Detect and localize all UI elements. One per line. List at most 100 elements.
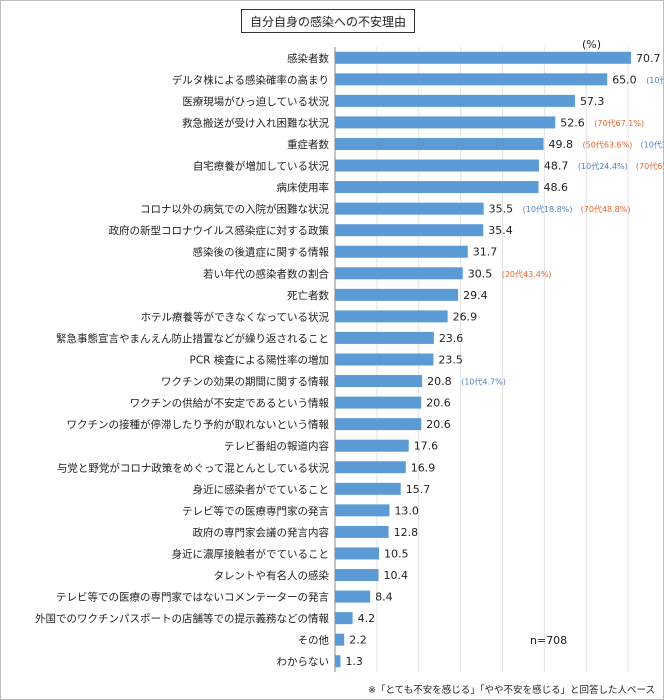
annotation-label: (10代4.7%) (461, 377, 506, 387)
value-label: 10.5 (384, 547, 409, 560)
value-label: 48.7 (544, 160, 569, 173)
value-label: 49.8 (549, 138, 574, 151)
value-label: 29.4 (463, 289, 488, 302)
bar (335, 590, 371, 603)
value-label: 35.4 (488, 224, 513, 237)
bar (335, 245, 468, 258)
category-label: ホテル療養等ができなくなっている状況 (141, 310, 330, 323)
category-label: 医療現場がひっ迫している状況 (182, 95, 329, 108)
bar (335, 116, 556, 129)
bar (335, 461, 406, 474)
bar (335, 224, 484, 237)
category-label: わからない (277, 656, 330, 668)
category-label: 与党と野党がコロナ政策をめぐって混とんとしている状況 (57, 461, 330, 474)
annotation-label: (20代43.4%) (502, 269, 552, 279)
bar (335, 633, 345, 646)
annotation-label: (10代18.8%) (523, 204, 573, 214)
bar (335, 331, 434, 344)
bar (335, 375, 423, 388)
value-label: 1.3 (345, 655, 363, 668)
value-label: 70.7 (636, 52, 661, 65)
bar (335, 181, 539, 194)
unit-label: (%) (582, 38, 602, 51)
value-label: 15.7 (406, 483, 431, 496)
category-label: 自宅療養が増加している状況 (193, 160, 330, 173)
bar (335, 94, 575, 107)
category-label: テレビ等での医療専門家の発言 (182, 504, 329, 517)
value-label: 30.5 (468, 267, 493, 280)
bar (335, 267, 463, 280)
annotation-label: (10代24.4%) (578, 161, 628, 171)
category-label: ワクチンの効果の期間に関する情報 (161, 375, 329, 388)
bar (335, 504, 390, 517)
value-label: 2.2 (349, 634, 367, 647)
bar (335, 202, 484, 215)
chart-title: 自分自身の感染への不安理由 (241, 9, 415, 33)
annotation-label: (70代67.1%) (594, 118, 644, 128)
category-label: 政府の専門家会議の発言内容 (193, 526, 330, 539)
bar (335, 159, 539, 172)
bar (335, 288, 459, 301)
category-label: デルタ株による感染確率の高まり (172, 73, 329, 86)
category-label: 政府の新型コロナウイルス感染症に対する政策 (109, 224, 330, 237)
category-label: 感染後の後遺症に関する情報 (193, 246, 330, 259)
annotation-label: (10代42.4%) (646, 75, 664, 85)
category-label: ワクチンの接種が停滞したり予約が取れないという情報 (67, 418, 330, 431)
value-label: 57.3 (580, 95, 605, 108)
value-label: 20.6 (426, 418, 451, 431)
bar (335, 569, 379, 582)
category-label: コロナ以外の病気での入院が困難な状況 (140, 203, 329, 216)
value-label: 52.6 (560, 116, 585, 129)
bar (335, 418, 422, 431)
category-label: テレビ番組の報道内容 (224, 440, 329, 453)
bar (335, 353, 434, 366)
footnote: ※「とても不安を感じる」「やや不安を感じる」と回答した人ベース (368, 685, 655, 696)
value-label: 10.4 (384, 569, 409, 582)
value-label: 17.6 (414, 440, 439, 453)
value-label: 48.6 (544, 181, 569, 194)
category-label: 死亡者数 (287, 289, 329, 302)
value-label: 4.2 (358, 612, 376, 625)
bar (335, 310, 448, 323)
category-label: 外国でのワクチンパスポートの店舗等での提示義務などの情報 (35, 612, 329, 625)
category-label: 緊急事態宣言やまんえん防止措置などが繰り返されること (56, 332, 329, 345)
value-label: 20.8 (427, 375, 452, 388)
bar (335, 612, 353, 625)
value-label: 31.7 (473, 246, 498, 259)
sample-size-label: n=708 (530, 634, 568, 647)
category-label: PCR 検査による陽性率の増加 (190, 354, 329, 367)
annotation-label: (70代61.6%) (636, 161, 664, 171)
annotation-label: (70代48.8%) (581, 204, 631, 214)
value-label: 16.9 (411, 461, 436, 474)
category-label: 重症者数 (287, 138, 329, 151)
bar (335, 655, 341, 668)
value-label: 23.5 (438, 354, 463, 367)
value-label: 12.8 (394, 526, 419, 539)
bar (335, 525, 389, 538)
value-label: 8.4 (375, 591, 393, 604)
category-label: 病床使用率 (277, 181, 330, 194)
value-label: 20.6 (426, 397, 451, 410)
annotation-label: (10代38.2%) (641, 139, 664, 149)
category-label: 救急搬送が受け入れ困難な状況 (182, 116, 329, 129)
category-label: 身近に濃厚接触者がでていること (172, 547, 330, 560)
category-label: タレントや有名人の感染 (214, 569, 330, 582)
value-label: 65.0 (612, 73, 637, 86)
bar (335, 439, 409, 452)
category-label: 身近に感染者がでていること (193, 483, 330, 496)
category-label: ワクチンの供給が不安定であるという情報 (130, 397, 330, 410)
value-label: 26.9 (453, 310, 478, 323)
category-label: 感染者数 (287, 52, 329, 65)
bar (335, 396, 422, 409)
bar (335, 482, 401, 495)
value-label: 13.0 (394, 504, 419, 517)
value-label: 35.5 (489, 203, 514, 216)
annotation-label: (50代63.6%) (583, 139, 633, 149)
category-label: その他 (298, 634, 330, 647)
bar (335, 51, 632, 64)
bar (335, 73, 608, 86)
category-label: 若い年代の感染者数の割合 (203, 267, 329, 280)
bar (335, 547, 379, 560)
value-label: 23.6 (439, 332, 464, 345)
